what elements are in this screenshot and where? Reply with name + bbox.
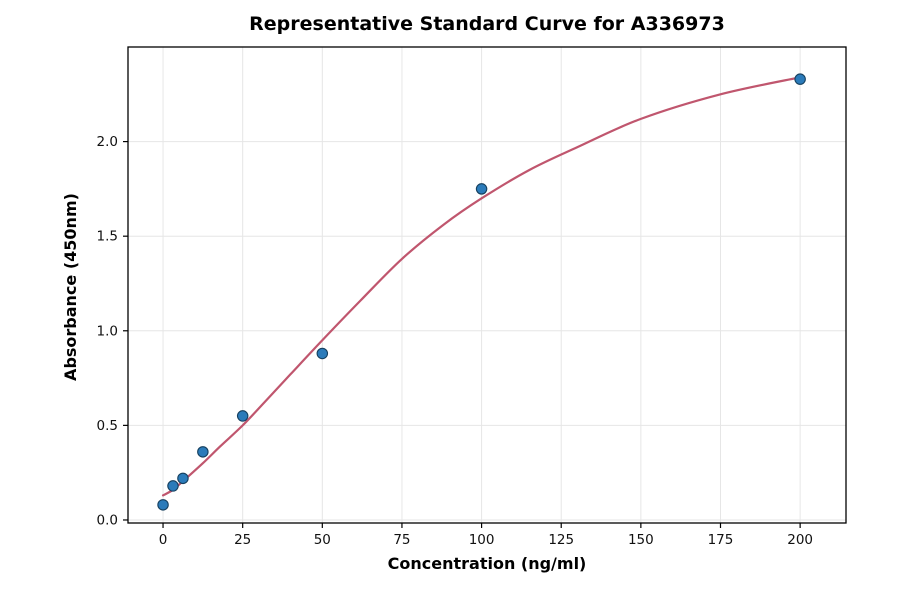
- x-tick-label: 175: [708, 532, 734, 548]
- x-tick-label: 150: [628, 532, 654, 548]
- data-point: [157, 499, 169, 511]
- grid-layer: [128, 47, 846, 523]
- y-axis-label: Absorbance (450nm): [61, 193, 80, 381]
- x-tick-label: 50: [314, 532, 331, 548]
- data-point: [236, 410, 249, 422]
- fit-curve: [161, 76, 802, 497]
- data-point: [167, 480, 179, 492]
- x-tick-label: 200: [787, 532, 813, 548]
- data-point: [177, 472, 189, 485]
- x-tick-label: 125: [548, 532, 574, 548]
- x-tick-label: 25: [234, 532, 251, 548]
- y-tick-label: 1.0: [97, 323, 118, 339]
- y-tick-label: 2.0: [97, 134, 118, 150]
- plot-border: [127, 46, 847, 524]
- data-point: [316, 347, 329, 360]
- x-tick-label: 75: [393, 532, 410, 548]
- y-tick-label: 0.5: [97, 418, 118, 434]
- data-point: [794, 73, 806, 85]
- data-point: [475, 183, 488, 195]
- data-layer: [157, 73, 806, 511]
- chart-title: Representative Standard Curve for A33697…: [249, 13, 725, 35]
- x-tick-label: 0: [159, 532, 168, 548]
- y-tick-label: 1.5: [97, 229, 118, 245]
- x-tick-label: 100: [469, 532, 495, 548]
- axis-layer: 0 25 50 75 100 125 150 175 200 0.0 0.5 1.0 1.5 2.0: [97, 134, 814, 548]
- data-point: [197, 446, 209, 458]
- y-tick-label: 0.0: [97, 512, 118, 528]
- x-axis-label: Concentration (ng/ml): [388, 554, 587, 573]
